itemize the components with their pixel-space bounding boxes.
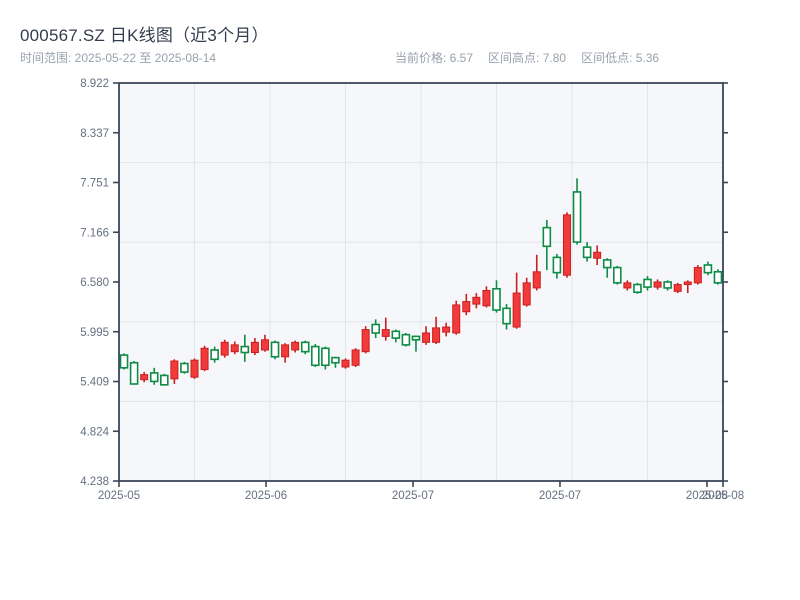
candle bbox=[653, 279, 662, 290]
candle bbox=[401, 332, 411, 347]
candle bbox=[713, 269, 723, 285]
candle bbox=[432, 316, 441, 345]
candle bbox=[331, 356, 340, 368]
candle bbox=[472, 293, 481, 309]
candle bbox=[230, 341, 239, 355]
x-axis-label: 2025-07 bbox=[539, 490, 581, 502]
candle bbox=[341, 358, 350, 369]
range-low-stat: 区间低点: 5.36 bbox=[581, 51, 660, 65]
y-axis-label: 7.751 bbox=[80, 178, 109, 190]
candle bbox=[210, 346, 219, 363]
x-axis-label: 2025-05 bbox=[98, 490, 140, 502]
candle bbox=[572, 178, 582, 245]
candle bbox=[291, 340, 300, 353]
candle bbox=[140, 372, 149, 383]
candle bbox=[411, 335, 421, 352]
page-title: 000567.SZ 日K线图（近3个月） bbox=[20, 26, 269, 45]
candle bbox=[129, 361, 139, 385]
candle bbox=[200, 345, 209, 372]
candle bbox=[422, 326, 431, 345]
candle bbox=[633, 282, 642, 294]
candle bbox=[149, 367, 159, 385]
candle bbox=[593, 245, 602, 266]
candle bbox=[240, 334, 250, 362]
candle bbox=[623, 280, 632, 291]
y-axis-label: 6.580 bbox=[80, 277, 109, 289]
candle bbox=[310, 344, 320, 367]
candle bbox=[351, 348, 360, 367]
candle bbox=[321, 346, 330, 370]
candle bbox=[361, 326, 370, 354]
candle bbox=[442, 322, 451, 337]
candles bbox=[119, 178, 723, 386]
date-range-label: 时间范围: 2025-05-22 至 2025-08-14 bbox=[20, 51, 217, 65]
y-axis-label: 4.238 bbox=[80, 476, 109, 488]
candle bbox=[673, 282, 682, 294]
candle bbox=[602, 258, 612, 278]
candle bbox=[260, 334, 269, 352]
y-axis-label: 8.922 bbox=[80, 78, 109, 90]
current-price-stat: 当前价格: 6.57 bbox=[395, 51, 474, 65]
candle bbox=[119, 353, 129, 370]
candle bbox=[643, 276, 652, 291]
candle bbox=[160, 373, 169, 386]
y-axis-label: 5.995 bbox=[80, 327, 109, 339]
y-axis-label: 7.166 bbox=[80, 227, 109, 239]
candle bbox=[371, 319, 381, 339]
candle bbox=[270, 340, 280, 360]
price-stats: 当前价格: 6.57 区间高点: 7.80 区间低点: 5.36 bbox=[395, 49, 659, 66]
candle bbox=[663, 280, 672, 291]
candle bbox=[582, 242, 592, 262]
y-axis-label: 5.409 bbox=[80, 377, 109, 389]
candle bbox=[180, 361, 189, 374]
range-high-stat: 区间高点: 7.80 bbox=[488, 51, 567, 65]
candle bbox=[703, 261, 713, 276]
candle bbox=[522, 277, 531, 307]
candle bbox=[300, 340, 310, 355]
y-axis-label: 4.824 bbox=[80, 426, 109, 438]
candle bbox=[190, 358, 199, 379]
x-axis-label: 2025-08 bbox=[702, 490, 744, 502]
candle bbox=[693, 265, 702, 285]
candle bbox=[542, 219, 552, 271]
x-axis-label: 2025-06 bbox=[245, 490, 287, 502]
y-axis-label: 8.337 bbox=[80, 128, 109, 140]
candle bbox=[381, 317, 390, 341]
y-axis: 8.922 8.337 7.751 7.166 6.580 5.995 5.409 4.824… bbox=[80, 78, 728, 488]
candle bbox=[250, 338, 259, 356]
candle bbox=[482, 286, 491, 308]
candle bbox=[220, 339, 229, 358]
x-axis-label: 2025-08 bbox=[686, 490, 728, 502]
candle bbox=[492, 280, 501, 313]
candle bbox=[502, 304, 511, 330]
candle bbox=[552, 253, 562, 279]
candle bbox=[683, 280, 692, 294]
candle bbox=[170, 359, 179, 384]
candle bbox=[512, 272, 521, 329]
candle bbox=[562, 212, 571, 278]
x-axis: 2025-05 2025-06 2025-07 2025-07 2025-082025-… bbox=[98, 481, 744, 502]
candle bbox=[281, 343, 290, 363]
x-axis-label: 2025-07 bbox=[392, 490, 434, 502]
candle bbox=[462, 293, 471, 316]
candle bbox=[452, 300, 461, 335]
candle bbox=[612, 265, 622, 285]
candle bbox=[391, 329, 401, 343]
candle bbox=[532, 254, 541, 291]
